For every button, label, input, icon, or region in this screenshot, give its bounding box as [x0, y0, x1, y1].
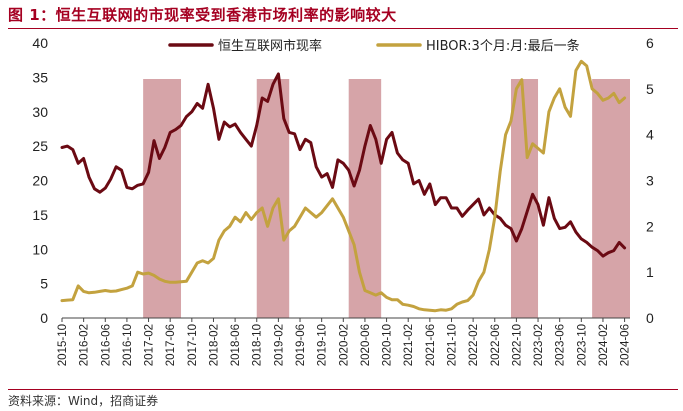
series-lines	[60, 59, 627, 313]
x-tick-label: 2019-06	[295, 324, 307, 366]
x-tick-label: 2024-02	[598, 324, 610, 366]
left-y-tick-label: 10	[32, 241, 48, 257]
x-tick-label: 2016-10	[122, 324, 134, 366]
x-tick-label: 2020-10	[382, 324, 394, 366]
x-tick-label: 2021-10	[446, 324, 458, 366]
right-y-tick-label: 4	[646, 127, 654, 143]
left-y-tick-label: 0	[40, 310, 48, 326]
x-tick-label: 2021-02	[403, 324, 415, 366]
left-y-tick-label: 40	[32, 35, 48, 51]
x-tick-label: 2017-06	[165, 324, 177, 366]
right-y-tick-label: 1	[646, 264, 654, 280]
legend-label-pcf: 恒生互联网市现率	[218, 38, 322, 54]
right-y-tick-label: 3	[646, 173, 654, 189]
right-y-tick-label: 2	[646, 218, 654, 234]
x-ticks: 2015-10 2016-02 2016-06 2016-10 2017-02 2017-…	[57, 318, 632, 366]
figure-title: 图 1：恒生互联网的市现率受到香港市场利率的影响较大	[8, 6, 397, 24]
x-tick-label: 2023-10	[576, 324, 588, 366]
left-y-tick-label: 15	[32, 207, 48, 223]
right-y-tick-label: 5	[646, 81, 654, 97]
hibor-series-line	[60, 59, 627, 313]
shaded-period-1	[143, 79, 182, 318]
x-tick-label: 2017-10	[187, 324, 199, 366]
pcf-series-line	[60, 72, 627, 258]
title-divider	[8, 28, 678, 29]
x-tick-label: 2022-10	[511, 324, 523, 366]
x-tick-label: 2022-06	[490, 324, 502, 366]
right-y-ticks: 0 1 2 3 4 5 6	[646, 35, 654, 326]
left-y-tick-label: 20	[32, 173, 48, 189]
source-divider	[8, 389, 678, 390]
x-tick-label: 2021-06	[425, 324, 437, 366]
legend: 恒生互联网市现率 HIBOR:3个月:月:最后一条	[168, 38, 580, 54]
x-tick-label: 2022-02	[468, 324, 480, 366]
left-y-tick-label: 5	[40, 276, 48, 292]
left-y-tick-label: 35	[32, 69, 48, 85]
source-note: 资料来源：Wind，招商证券	[8, 394, 159, 408]
left-y-tick-label: 25	[32, 138, 48, 154]
left-y-ticks: 0 5 10 15 20 25 30 35 40	[32, 35, 48, 326]
shaded-period-5	[592, 79, 630, 318]
x-tick-label: 2018-10	[252, 324, 264, 366]
x-tick-label: 2019-10	[317, 324, 329, 366]
x-tick-label: 2016-02	[79, 324, 91, 366]
shaded-periods	[143, 79, 630, 318]
x-tick-label: 2017-02	[144, 324, 156, 366]
x-tick-label: 2023-06	[555, 324, 567, 366]
x-tick-label: 2018-06	[230, 324, 242, 366]
x-tick-label: 2020-02	[338, 324, 350, 366]
x-tick-label: 2020-06	[360, 324, 372, 366]
x-tick-label: 2019-02	[273, 324, 285, 366]
legend-label-hibor: HIBOR:3个月:月:最后一条	[426, 38, 580, 54]
shaded-period-3	[348, 79, 382, 318]
x-tick-label: 2018-02	[208, 324, 220, 366]
x-tick-label: 2016-06	[100, 324, 112, 366]
x-tick-label: 2024-06	[620, 324, 632, 366]
left-y-tick-label: 30	[32, 104, 48, 120]
right-y-tick-label: 6	[646, 35, 654, 51]
right-y-tick-label: 0	[646, 310, 654, 326]
x-tick-label: 2015-10	[57, 324, 69, 366]
x-tick-label: 2023-02	[533, 324, 545, 366]
